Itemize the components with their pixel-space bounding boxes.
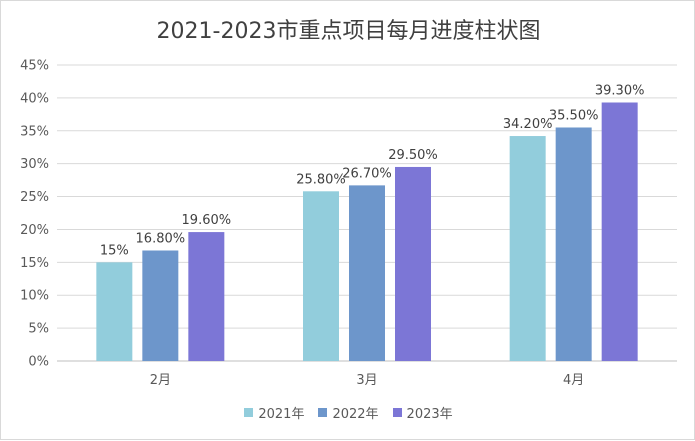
legend-item: 2021年: [244, 403, 304, 422]
y-tick-label: 25%: [20, 190, 49, 205]
chart-legend: 2021年 2022年 2023年: [1, 403, 695, 422]
y-tick-label: 0%: [28, 355, 49, 370]
data-label: 39.30%: [595, 83, 645, 98]
chart-title: 2021-2023市重点项目每月进度柱状图: [156, 19, 541, 44]
bar: [142, 250, 179, 361]
legend-swatch: [318, 408, 328, 417]
x-tick-label: 4月: [563, 373, 584, 388]
legend-swatch: [392, 408, 402, 417]
y-tick-label: 5%: [28, 322, 49, 337]
data-label: 26.70%: [342, 166, 392, 181]
data-label: 19.60%: [182, 213, 232, 228]
data-label: 25.80%: [296, 172, 346, 187]
bar: [509, 136, 546, 361]
y-tick-label: 45%: [20, 59, 49, 74]
bar: [303, 191, 339, 361]
data-label: 35.50%: [549, 108, 599, 123]
legend-label: 2022年: [332, 407, 379, 422]
bar: [349, 185, 385, 361]
y-tick-label: 20%: [20, 223, 49, 238]
data-label: 29.50%: [388, 148, 438, 163]
y-tick-label: 40%: [20, 91, 49, 106]
y-tick-label: 30%: [20, 157, 49, 172]
legend-item: 2022年: [318, 403, 379, 422]
y-tick-label: 35%: [20, 124, 49, 139]
x-tick-label: 2月: [150, 373, 171, 388]
bar: [601, 102, 638, 361]
bar: [395, 166, 431, 361]
bar: [188, 232, 225, 361]
data-label: 34.20%: [503, 117, 553, 132]
data-label: 15%: [100, 243, 129, 258]
bar: [96, 262, 133, 361]
legend-swatch: [244, 408, 254, 417]
bar: [555, 127, 592, 361]
legend-label: 2023年: [406, 407, 453, 422]
legend-label: 2021年: [258, 407, 305, 422]
data-label: 16.80%: [136, 231, 186, 246]
x-tick-label: 3月: [356, 373, 377, 388]
y-tick-label: 15%: [20, 256, 49, 271]
legend-item: 2023年: [392, 403, 453, 422]
y-tick-label: 10%: [20, 289, 49, 304]
